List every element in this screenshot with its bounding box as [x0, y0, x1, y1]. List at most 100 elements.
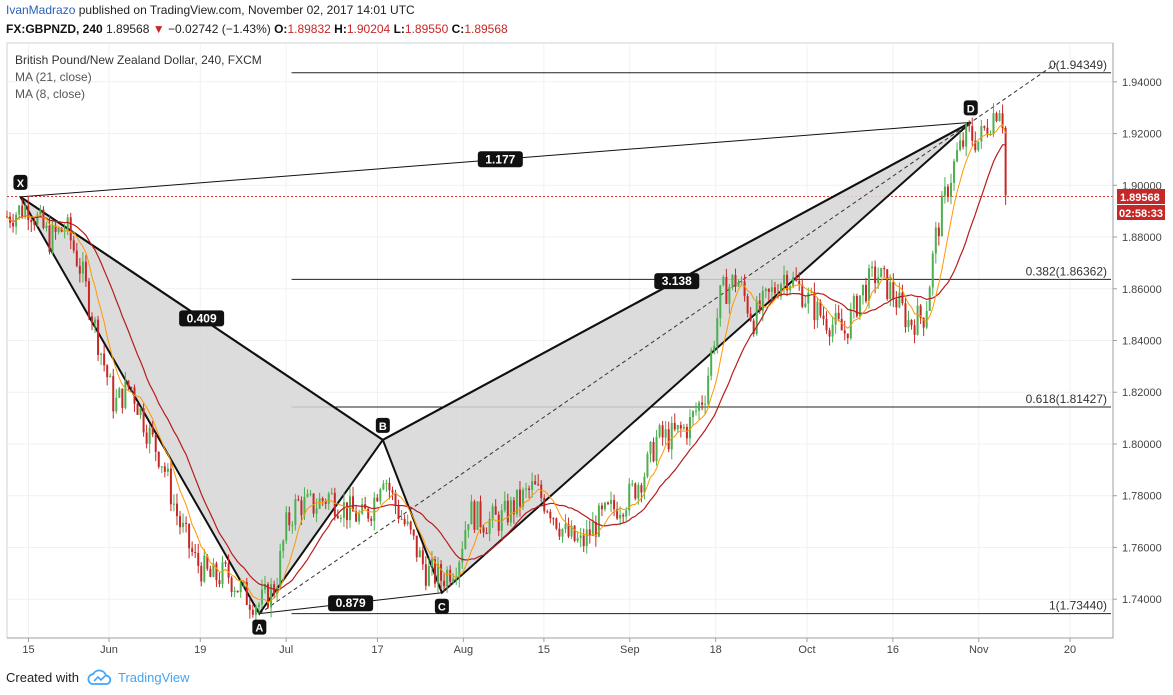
candle-body: [491, 506, 494, 519]
candle-body: [940, 195, 943, 237]
time-axis[interactable]: 15 Jun 19 Jul 17 Aug 15 Sep 18 Oct 16 Nov 20: [7, 637, 1113, 656]
candle-body: [795, 276, 798, 281]
author-link[interactable]: IvanMadrazo: [6, 3, 76, 17]
candle-body: [995, 113, 998, 121]
candle-body: [154, 434, 157, 452]
candle-body: [579, 535, 582, 539]
candle-body: [649, 441, 652, 454]
candle-body: [546, 511, 549, 513]
candle-body: [1004, 127, 1007, 196]
candle-body: [267, 584, 270, 608]
time-tick-label: 18: [710, 644, 722, 656]
candle-body: [868, 268, 871, 302]
candle-body: [688, 417, 691, 439]
ma8-line: [6, 124, 1007, 604]
candle-body: [136, 403, 139, 415]
candle-body: [348, 496, 351, 521]
candle-body: [594, 522, 597, 537]
candle-body: [106, 365, 109, 378]
candle-body: [12, 222, 15, 227]
candle-body: [33, 222, 36, 225]
candle-body: [634, 483, 637, 499]
candle-body: [121, 388, 124, 408]
candle-body: [1001, 113, 1004, 128]
close-value: 1.89568: [464, 22, 508, 36]
point-label-box: [963, 100, 978, 116]
candle-body: [130, 387, 133, 389]
candle-body: [379, 489, 382, 502]
candle-body: [318, 498, 321, 509]
candle-body: [522, 489, 525, 507]
candle-body: [719, 285, 722, 319]
chart-header: IvanMadrazo published on TradingView.com…: [0, 0, 1173, 42]
candle-body: [965, 124, 968, 147]
candle-body: [728, 286, 731, 304]
candle-body: [54, 225, 57, 232]
candle-body: [479, 501, 482, 528]
candle-body: [837, 312, 840, 319]
candle-body: [87, 281, 90, 317]
price-tick-label: 1.80000: [1122, 439, 1162, 451]
chart-canvas[interactable]: 0(1.94349) 0.382(1.86362) 0.618(1.81427) 1(…: [0, 0, 1173, 664]
time-tick-label: 20: [1064, 644, 1076, 656]
candle-body: [373, 497, 376, 521]
candle-body: [707, 375, 710, 404]
ratio-label-box: [477, 151, 523, 168]
candle-body: [412, 529, 415, 536]
candle-body: [279, 551, 282, 588]
candle-body: [916, 305, 919, 335]
candle-body: [597, 505, 600, 537]
candle-body: [962, 140, 965, 147]
candle-body: [959, 140, 962, 151]
symbol[interactable]: FX:GBPNZD, 240: [6, 22, 103, 36]
point-label-box: [13, 174, 28, 190]
candle-body: [956, 150, 959, 162]
candle-body: [925, 310, 928, 328]
candle-body: [254, 606, 257, 615]
candle-body: [212, 563, 215, 577]
candle-body: [986, 127, 989, 135]
candle-body: [315, 508, 318, 514]
legend-ma8[interactable]: MA (8, close): [15, 87, 85, 101]
candle-body: [871, 266, 874, 269]
candle-body: [224, 562, 227, 564]
time-tick-label: 15: [22, 644, 34, 656]
candle-body: [585, 529, 588, 547]
candle-body: [300, 500, 303, 516]
candle-body: [512, 500, 515, 515]
candle-body: [528, 488, 531, 490]
tradingview-link[interactable]: TradingView: [118, 670, 190, 685]
candle-body: [704, 403, 707, 405]
legend-ma21[interactable]: MA (21, close): [15, 70, 92, 84]
candle-body: [798, 280, 801, 285]
ad-dashed-line[interactable]: [259, 63, 1057, 615]
candle-body: [901, 292, 904, 304]
candle-body: [397, 506, 400, 519]
candle-body: [652, 441, 655, 462]
candle-body: [197, 552, 200, 566]
candle-body: [855, 295, 858, 317]
candle-body: [221, 562, 224, 585]
candle-body: [145, 432, 148, 444]
price-axis[interactable]: 1.940001.920001.900001.880001.860001.840…: [1112, 43, 1162, 638]
candle-body: [770, 287, 773, 292]
candle-body: [555, 518, 558, 529]
candle-body: [303, 496, 306, 516]
candle-body: [385, 482, 388, 484]
candle-body: [84, 261, 87, 282]
candle-body: [464, 529, 467, 549]
candle-body: [904, 303, 907, 328]
candle-body: [664, 429, 667, 438]
candle-body: [446, 569, 449, 587]
candle-body: [361, 504, 364, 514]
candle-body: [570, 525, 573, 537]
candle-body: [783, 274, 786, 285]
candle-body: [51, 225, 54, 252]
candle-body: [907, 320, 910, 328]
candle-body: [622, 514, 625, 517]
candle-body: [737, 282, 740, 287]
candle-body: [185, 522, 188, 524]
candle-body: [971, 126, 974, 141]
candle-body: [424, 564, 427, 586]
candle-body: [695, 410, 698, 412]
